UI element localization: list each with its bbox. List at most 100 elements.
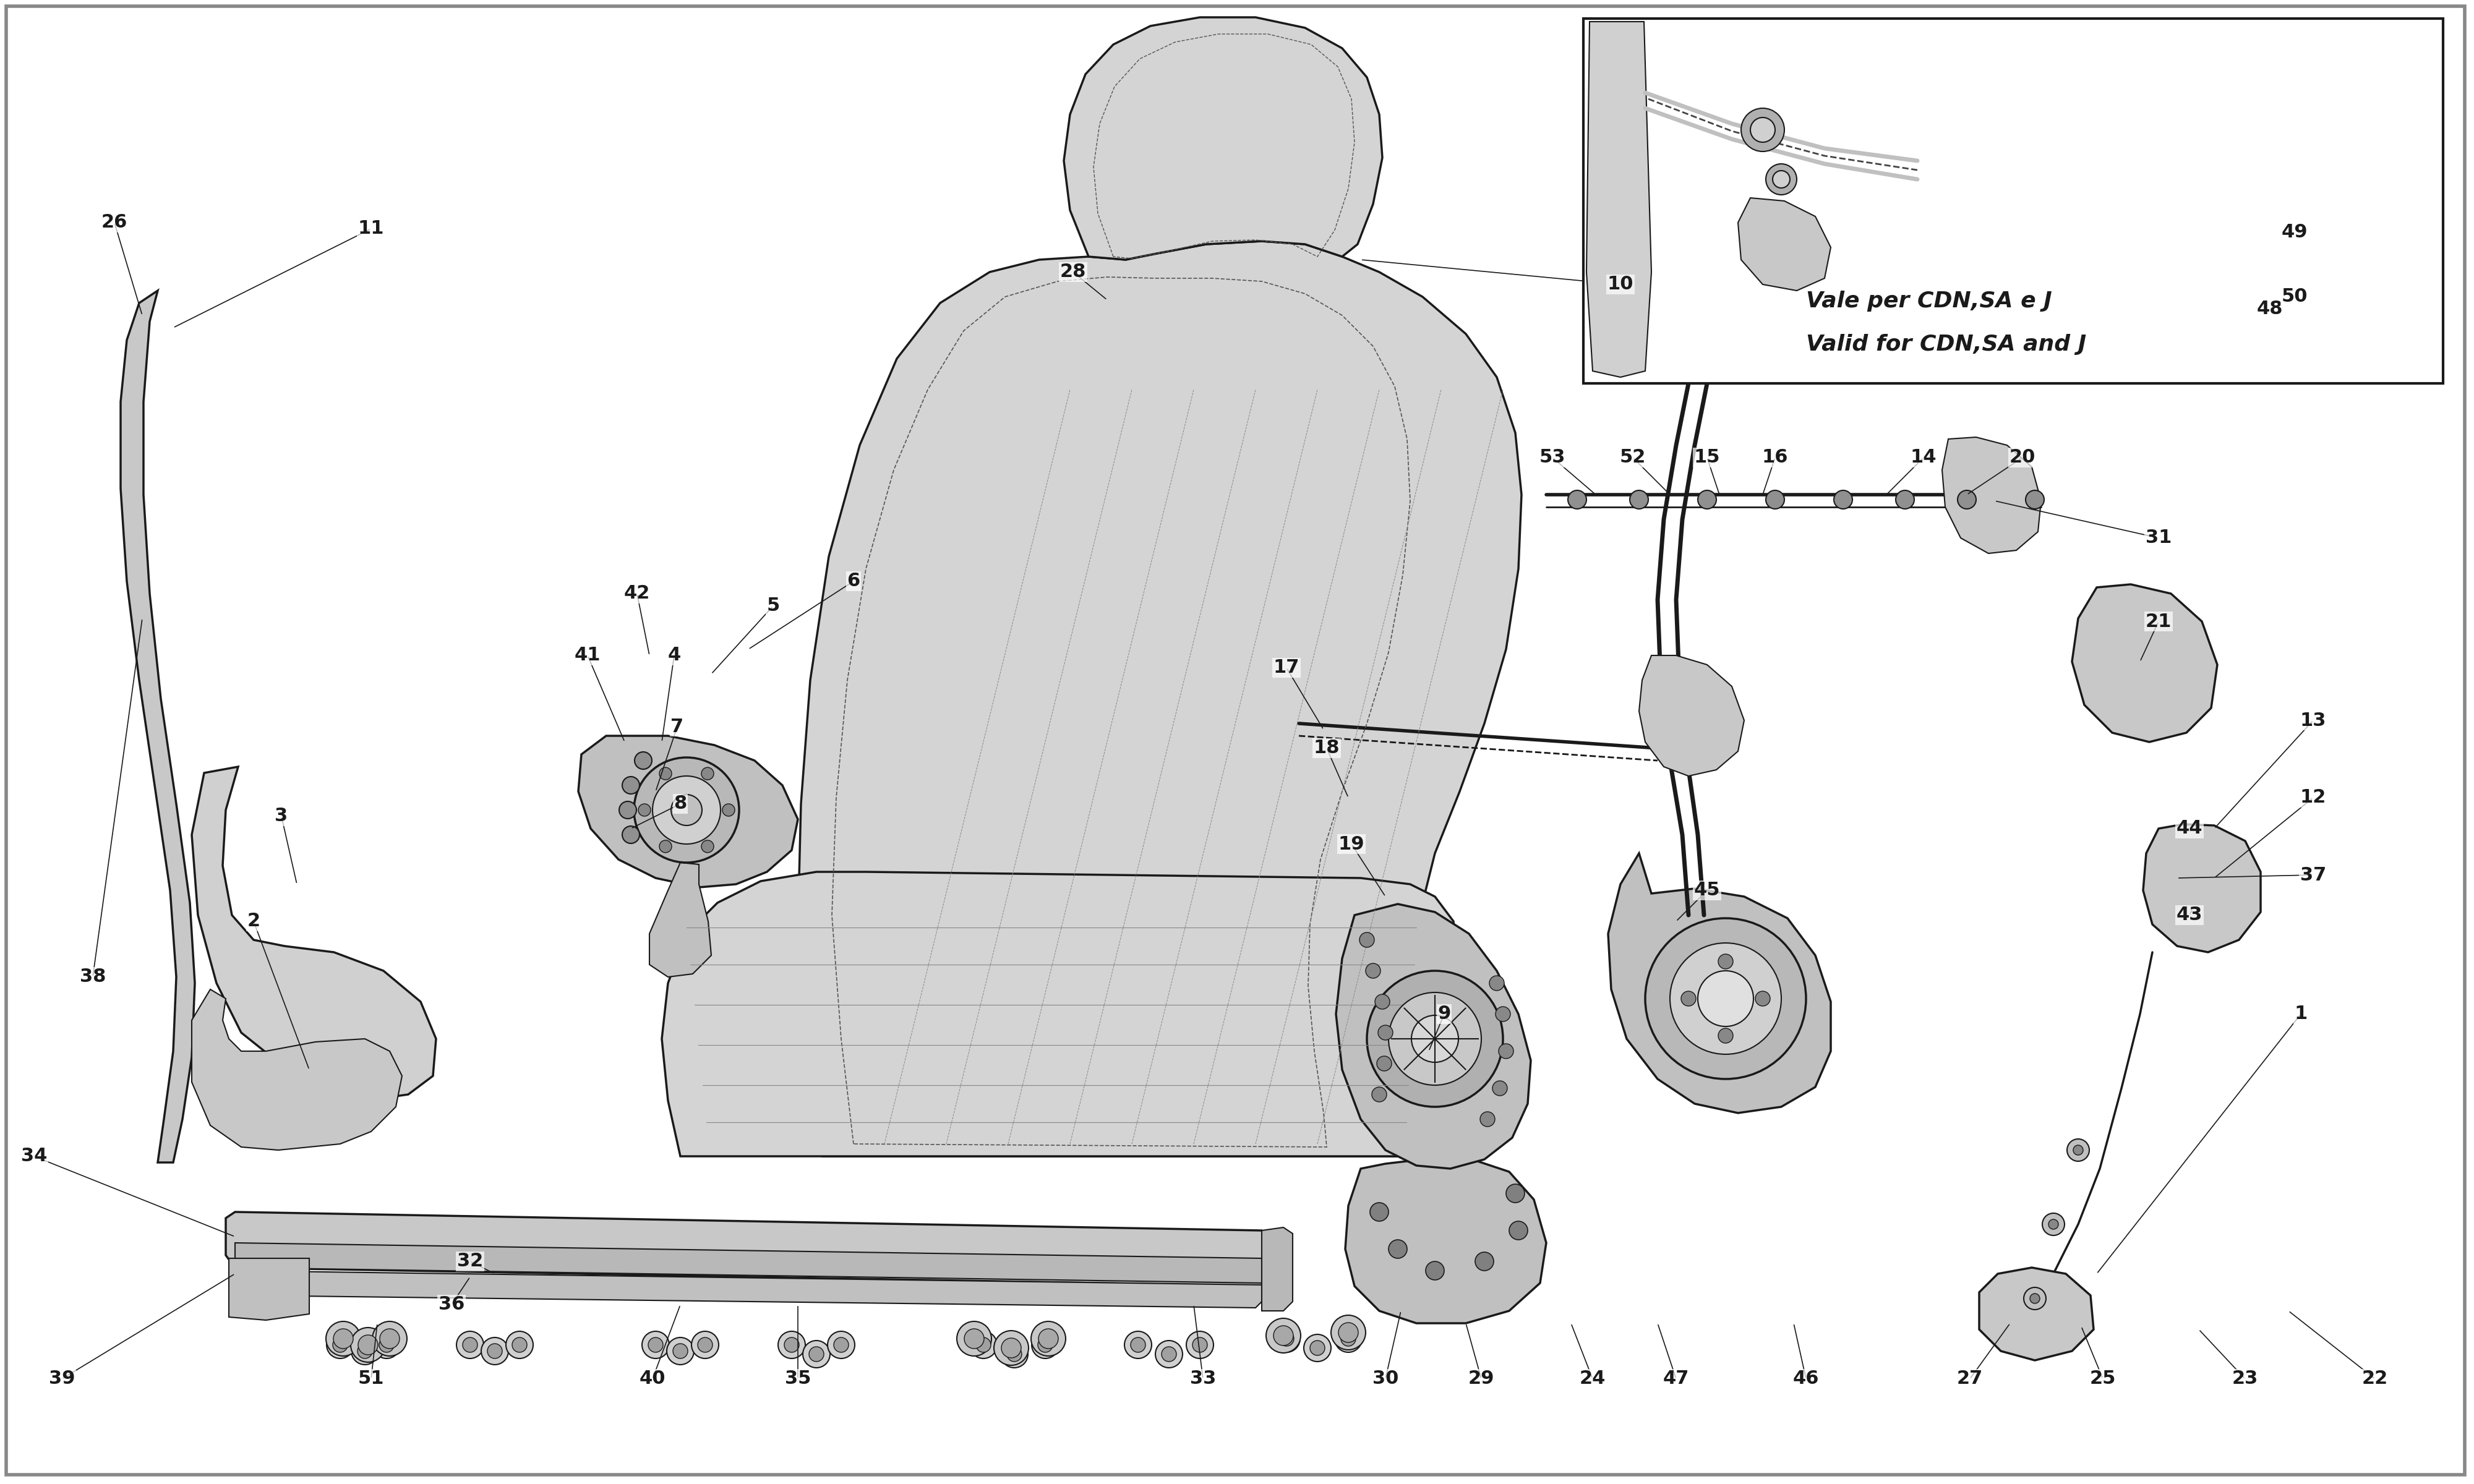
Text: 42: 42: [623, 585, 651, 603]
Circle shape: [1499, 1043, 1514, 1058]
Text: 40: 40: [638, 1370, 666, 1388]
Text: 43: 43: [2177, 907, 2202, 925]
Circle shape: [638, 804, 651, 816]
Polygon shape: [1586, 22, 1653, 377]
Text: 20: 20: [2009, 448, 2036, 466]
Text: 11: 11: [359, 220, 383, 237]
Text: 30: 30: [1373, 1370, 1398, 1388]
Circle shape: [1336, 1325, 1361, 1352]
Text: 52: 52: [1620, 448, 1645, 466]
Circle shape: [507, 1331, 534, 1358]
Circle shape: [1272, 1325, 1301, 1352]
Circle shape: [1569, 490, 1586, 509]
Polygon shape: [1737, 197, 1831, 291]
Polygon shape: [1336, 904, 1531, 1169]
Text: 12: 12: [2301, 788, 2326, 807]
Circle shape: [1833, 490, 1853, 509]
Text: 35: 35: [784, 1370, 811, 1388]
Text: 25: 25: [2091, 1370, 2115, 1388]
Polygon shape: [228, 1258, 309, 1321]
Text: 22: 22: [2363, 1370, 2387, 1388]
Polygon shape: [1638, 656, 1744, 776]
Text: Valid for CDN,SA and J: Valid for CDN,SA and J: [1806, 334, 2086, 355]
Text: 41: 41: [574, 647, 601, 665]
Circle shape: [1274, 1325, 1294, 1346]
Circle shape: [334, 1328, 354, 1349]
Circle shape: [1366, 971, 1504, 1107]
Polygon shape: [2073, 585, 2217, 742]
Circle shape: [784, 1337, 799, 1352]
Circle shape: [826, 1331, 856, 1358]
Circle shape: [1717, 954, 1732, 969]
Circle shape: [1752, 117, 1776, 142]
Circle shape: [381, 1328, 401, 1349]
Circle shape: [1155, 1340, 1183, 1368]
Text: Vale per CDN,SA e J: Vale per CDN,SA e J: [1806, 291, 2051, 312]
Text: 27: 27: [1957, 1370, 1984, 1388]
Text: 33: 33: [1190, 1370, 1217, 1388]
Polygon shape: [1942, 438, 2041, 554]
Polygon shape: [235, 1270, 1262, 1307]
Circle shape: [1331, 1315, 1366, 1350]
Circle shape: [1032, 1331, 1059, 1358]
Text: 53: 53: [1539, 448, 1566, 466]
Circle shape: [975, 1337, 990, 1352]
Text: 48: 48: [2256, 300, 2284, 318]
Circle shape: [1378, 1025, 1393, 1040]
Circle shape: [668, 1337, 693, 1365]
Polygon shape: [579, 736, 797, 887]
Circle shape: [999, 1340, 1029, 1368]
Circle shape: [809, 1347, 824, 1362]
Circle shape: [455, 1331, 485, 1358]
Polygon shape: [648, 862, 713, 976]
Text: 26: 26: [101, 214, 129, 232]
Circle shape: [374, 1331, 401, 1358]
Polygon shape: [2142, 824, 2261, 953]
Circle shape: [1489, 976, 1504, 991]
Polygon shape: [193, 990, 401, 1150]
Text: 24: 24: [1578, 1370, 1606, 1388]
Circle shape: [2068, 1140, 2088, 1160]
Polygon shape: [225, 1212, 1272, 1287]
Polygon shape: [193, 767, 435, 1101]
Circle shape: [1007, 1347, 1022, 1362]
Text: 21: 21: [2145, 613, 2172, 631]
Text: 36: 36: [438, 1296, 465, 1313]
Circle shape: [1509, 1221, 1529, 1239]
Text: 23: 23: [2232, 1370, 2259, 1388]
Circle shape: [1192, 1337, 1207, 1352]
Circle shape: [618, 801, 636, 819]
Circle shape: [633, 752, 653, 769]
Circle shape: [670, 794, 703, 825]
Circle shape: [1717, 1028, 1732, 1043]
Circle shape: [480, 1337, 510, 1365]
Circle shape: [1645, 919, 1806, 1079]
Circle shape: [995, 1331, 1029, 1365]
Text: 2: 2: [247, 913, 260, 930]
Circle shape: [1123, 1331, 1153, 1358]
Circle shape: [1311, 1340, 1326, 1355]
Circle shape: [1361, 932, 1376, 947]
Text: 47: 47: [1663, 1370, 1690, 1388]
Circle shape: [351, 1337, 379, 1365]
Circle shape: [1507, 1184, 1524, 1202]
Circle shape: [1475, 1252, 1494, 1270]
Circle shape: [1682, 991, 1697, 1006]
Circle shape: [1163, 1347, 1178, 1362]
Text: 1: 1: [2293, 1005, 2308, 1022]
Circle shape: [1670, 942, 1781, 1054]
Polygon shape: [1346, 1159, 1546, 1324]
Text: 49: 49: [2281, 223, 2308, 240]
Text: 16: 16: [1761, 448, 1789, 466]
Circle shape: [1766, 490, 1784, 509]
Circle shape: [327, 1321, 361, 1356]
Circle shape: [2073, 1146, 2083, 1155]
Circle shape: [693, 1331, 717, 1358]
Circle shape: [703, 840, 713, 853]
Circle shape: [1188, 1331, 1212, 1358]
Polygon shape: [1064, 18, 1383, 260]
Text: 38: 38: [79, 968, 106, 985]
Circle shape: [2024, 1287, 2046, 1309]
Text: 39: 39: [49, 1370, 74, 1388]
Circle shape: [658, 840, 673, 853]
